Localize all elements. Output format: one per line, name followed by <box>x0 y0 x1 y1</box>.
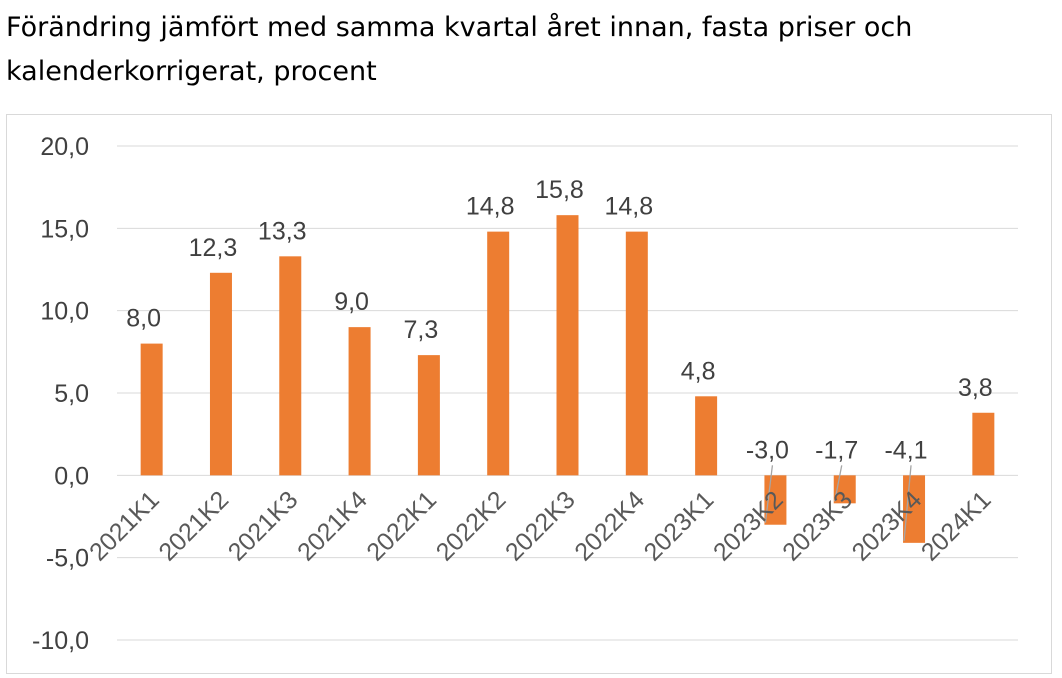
bar-2021K4 <box>348 327 371 476</box>
category-label: 2021K1 <box>84 486 165 567</box>
chart-area <box>6 114 1052 674</box>
bar-2022K2 <box>487 231 510 476</box>
data-label: 3,8 <box>958 374 993 402</box>
data-label: -1,7 <box>815 436 858 464</box>
category-label: 2022K4 <box>569 486 650 567</box>
data-label: 12,3 <box>189 234 238 262</box>
category-label: 2023K3 <box>777 486 858 567</box>
category-label: 2022K1 <box>361 486 442 567</box>
data-label: 8,0 <box>126 305 161 333</box>
bars <box>140 215 995 543</box>
chart-title: Förändring jämfört med samma kvartal åre… <box>6 12 913 87</box>
bar-2024K1 <box>972 412 995 476</box>
data-label: 15,8 <box>535 176 584 204</box>
category-label: 2023K1 <box>639 486 720 567</box>
y-tick-label: -5,0 <box>46 545 89 573</box>
x-axis-category-labels: 2021K12021K22021K32021K42022K12022K22022… <box>84 486 996 567</box>
leader-line <box>764 465 774 523</box>
leader-line <box>903 465 912 541</box>
data-labels: 8,0 12,3 13,3 9,0 7,3 14,8 15,8 14,8 4,8 -3,0 -1,7… <box>126 176 992 464</box>
y-tick-label: 5,0 <box>54 380 89 408</box>
data-label: 4,8 <box>681 357 716 385</box>
category-label: 2023K2 <box>708 486 789 567</box>
bar-2023K3 <box>833 475 856 504</box>
bar-2021K2 <box>209 272 232 476</box>
y-axis-tick-labels: 20,0 15,0 10,0 5,0 0,0 -5,0 -10,0 <box>32 133 89 655</box>
data-label: -3,0 <box>746 436 789 464</box>
leader-lines <box>764 465 912 541</box>
data-label: -4,1 <box>884 436 927 464</box>
bar-2022K3 <box>556 215 579 476</box>
category-label: 2024K1 <box>916 486 997 567</box>
bar-2022K1 <box>417 355 440 476</box>
y-tick-label: 10,0 <box>40 298 89 326</box>
data-label: 14,8 <box>466 193 515 221</box>
bar-2022K4 <box>625 231 648 476</box>
y-tick-label: 0,0 <box>54 462 89 490</box>
category-label: 2022K2 <box>431 486 512 567</box>
data-label: 14,8 <box>604 193 653 221</box>
leader-line <box>834 465 843 502</box>
data-label: 7,3 <box>404 316 439 344</box>
bar-2021K1 <box>140 343 163 476</box>
data-label: 9,0 <box>334 288 369 316</box>
category-label: 2021K2 <box>153 486 234 567</box>
y-tick-label: -10,0 <box>32 627 89 655</box>
category-label: 2021K4 <box>292 486 373 567</box>
data-label: 13,3 <box>258 217 307 245</box>
category-label: 2022K3 <box>500 486 581 567</box>
category-label: 2021K3 <box>223 486 304 567</box>
y-tick-label: 15,0 <box>40 215 89 243</box>
y-tick-label: 20,0 <box>40 133 89 161</box>
bar-2023K1 <box>695 396 718 476</box>
bar-2021K3 <box>279 256 302 476</box>
